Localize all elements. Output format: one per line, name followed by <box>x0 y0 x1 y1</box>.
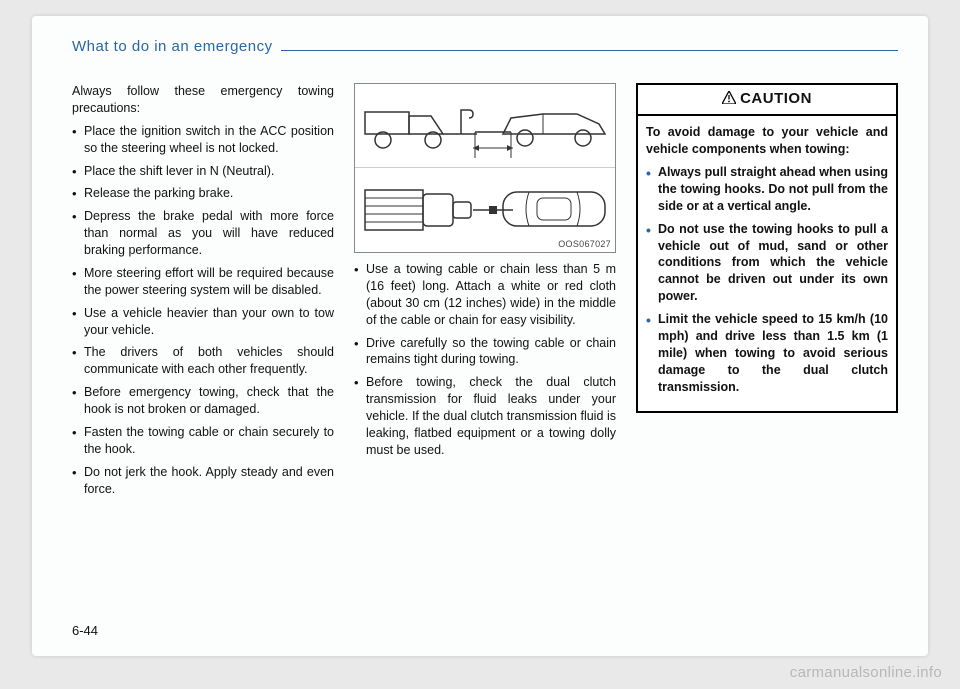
col1-list: Place the ignition switch in the ACC pos… <box>72 123 334 498</box>
figure-side-view <box>355 84 615 168</box>
tow-link-top-icon <box>473 128 513 162</box>
list-item: Place the ignition switch in the ACC pos… <box>72 123 334 157</box>
caution-body: To avoid damage to your vehicle and vehi… <box>638 116 896 411</box>
warning-triangle-icon <box>722 90 736 110</box>
col1-intro: Always follow these emergency towing pre… <box>72 83 334 117</box>
manual-page: What to do in an emergency Always follow… <box>32 16 928 656</box>
tow-link-bottom-icon <box>473 204 513 216</box>
column-2: OOS067027 Use a towing cable or chain le… <box>354 83 616 503</box>
page-number: 6-44 <box>72 623 98 638</box>
tow-truck-top-icon <box>361 184 481 236</box>
list-item: More steering effort will be required be… <box>72 265 334 299</box>
list-item: Use a vehicle heavier than your own to t… <box>72 305 334 339</box>
caution-box: CAUTION To avoid damage to your vehicle … <box>636 83 898 413</box>
list-item: Drive carefully so the towing cable or c… <box>354 335 616 369</box>
tow-truck-side-icon <box>361 102 481 154</box>
list-item: Before towing, check the dual clutch tra… <box>354 374 616 458</box>
column-3: CAUTION To avoid damage to your vehicle … <box>636 83 898 503</box>
content-columns: Always follow these emergency towing pre… <box>72 83 898 503</box>
col2-list: Use a towing cable or chain less than 5 … <box>354 261 616 459</box>
caution-lead: To avoid damage to your vehicle and vehi… <box>646 124 888 158</box>
watermark: carmanualsonline.info <box>790 664 942 681</box>
list-item: Place the shift lever in N (Neutral). <box>72 163 334 180</box>
page-header: What to do in an emergency <box>72 38 898 55</box>
list-item: Fasten the towing cable or chain securel… <box>72 424 334 458</box>
list-item: Always pull straight ahead when using th… <box>646 164 888 215</box>
suv-side-icon <box>499 104 609 152</box>
column-1: Always follow these emergency towing pre… <box>72 83 334 503</box>
list-item: Do not use the towing hooks to pull a ve… <box>646 221 888 305</box>
list-item: Before emergency towing, check that the … <box>72 384 334 418</box>
section-title: What to do in an emergency <box>72 38 273 55</box>
header-rule <box>281 50 898 51</box>
car-top-icon <box>499 186 609 232</box>
list-item: Depress the brake pedal with more force … <box>72 208 334 259</box>
list-item: Use a towing cable or chain less than 5 … <box>354 261 616 329</box>
caution-heading: CAUTION <box>638 85 896 116</box>
list-item: The drivers of both vehicles should comm… <box>72 344 334 378</box>
list-item: Do not jerk the hook. Apply steady and e… <box>72 464 334 498</box>
caution-heading-text: CAUTION <box>740 90 812 107</box>
list-item: Release the parking brake. <box>72 185 334 202</box>
list-item: Limit the vehicle speed to 15 km/h (10 m… <box>646 311 888 395</box>
caution-list: Always pull straight ahead when using th… <box>646 164 888 395</box>
towing-figure: OOS067027 <box>354 83 616 253</box>
figure-code: OOS067027 <box>558 238 611 250</box>
